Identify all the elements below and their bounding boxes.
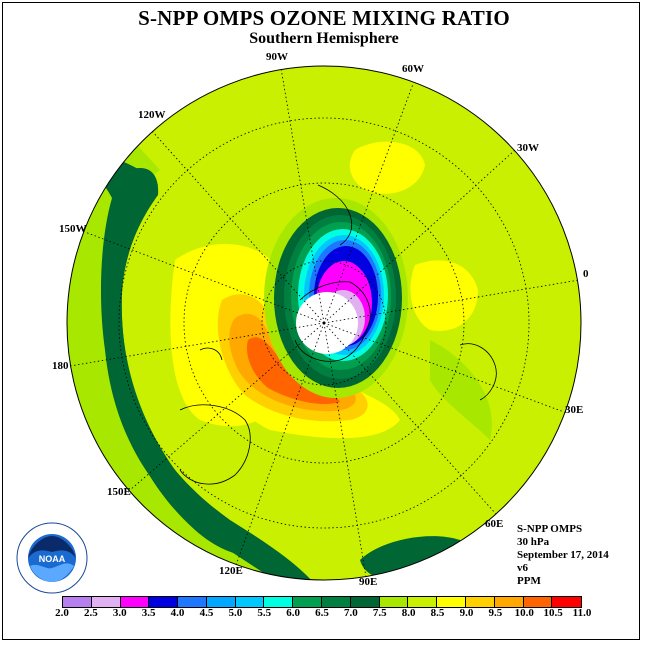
coast-africa [459,343,497,401]
lon-label-60e: 60E [485,518,504,530]
lon-label-30w: 30W [517,142,539,154]
coast-new-zealand [199,347,223,361]
colorbar-tick-label: 4.0 [170,607,185,619]
noaa-logo: NOAA [16,522,88,594]
lon-label-150w: 150W [59,223,87,235]
polar-data-gap [296,292,358,354]
colorbar [62,596,582,608]
colorbar-tick-label: 7.5 [372,607,387,619]
info-units: PPM [517,575,541,587]
meridian-120w [151,130,325,324]
colorbar-swatch [264,597,294,607]
meridian-120e [235,322,325,566]
colorbar-swatch [293,597,323,607]
meridian-0 [323,279,580,324]
lon-label-150e: 150E [107,486,131,498]
info-level: 30 hPa [517,536,550,548]
ozone-field [67,66,581,580]
meridian-30e [323,322,565,413]
colorbar-swatch [408,597,438,607]
colorbar-tick-label: 2.5 [84,607,98,619]
lat-circle-50 [183,182,465,464]
meridian-90w [280,67,325,324]
colorbar-tick-label: 7.0 [344,607,358,619]
colorbar-tick-label: 5.5 [257,607,272,619]
colorbar-swatch [235,597,265,607]
colorbar-swatch [120,597,150,607]
colorbar-swatch [379,597,409,607]
field-yellow-north [349,141,425,194]
colorbar-swatch [178,597,207,607]
lon-label-90e: 90E [359,576,378,588]
colorbar-tick-label: 3.5 [141,607,156,619]
meridian-150w [84,231,325,324]
coastlines [179,184,497,485]
info-date: September 17, 2014 [517,549,609,561]
lon-label-30e: 30E [565,404,584,416]
colorbar-swatch [494,597,524,607]
colorbar-swatch [350,597,380,607]
colorbar-swatch [437,597,466,607]
field-green-east [430,340,492,440]
figure-frame [2,2,640,640]
lat-circle-30 [118,117,530,529]
meridian-90e [323,322,367,578]
lon-label-120e: 120E [219,565,243,577]
colorbar-swatch [149,597,179,607]
coast-antarctica [294,281,371,362]
colorbar-tick-label: 6.5 [315,607,329,619]
info-version: v6 [517,562,528,574]
graticule [69,67,580,578]
colorbar-swatch [465,597,495,607]
meridian-150e [129,322,325,491]
colorbar-tick-label: 10.0 [514,607,534,619]
map-border [66,65,582,581]
colorbar-tick-label: 3.0 [112,607,127,619]
colorbar-swatch [523,597,553,607]
field-yellow-east [410,260,478,331]
meridian-60e [323,322,497,515]
map-subtitle: Southern Hemisphere [249,30,399,47]
colorbar-ticks: 2.0 2.5 3.0 3.5 4.0 4.5 5.0 5.5 6.0 6.5 7.0 7.5 8.0 8… [55,607,591,623]
noaa-logo-text: NOAA [39,554,66,564]
meridian-30w [323,149,516,324]
lat-circle-70 [261,260,387,386]
colorbar-tick-label: 4.5 [199,607,214,619]
colorbar-tick-label: 9.5 [488,607,503,619]
colorbar-tick-label: 8.5 [430,607,445,619]
meridian-180 [69,322,325,367]
colorbar-tick-label: 5.0 [228,607,243,619]
colorbar-swatch [91,597,121,607]
colorbar-tick-label: 6.0 [286,607,300,619]
colorbar-swatch [206,597,236,607]
colorbar-tick-label: 2.0 [55,607,69,619]
colorbar-tick-label: 10.5 [543,607,563,619]
colorbar-tick-label: 11.0 [572,607,592,619]
colorbar-tick-label: 8.0 [401,607,416,619]
colorbar-swatch [63,597,92,607]
lon-label-90w: 90W [266,51,288,63]
field-dark-green-arc [107,167,270,557]
colorbar-tick-label: 9.0 [459,607,474,619]
info-block: S-NPP OMPS 30 hPa September 17, 2014 v6 … [517,523,609,588]
meridian-60w [323,83,414,324]
colorbar-swatch [552,597,582,607]
info-instrument: S-NPP OMPS [517,523,583,535]
lon-label-0: 0 [583,268,589,280]
map-title: S-NPP OMPS OZONE MIXING RATIO [138,6,510,30]
lon-label-60w: 60W [402,63,424,75]
colorbar-swatch [322,597,351,607]
coast-south-america [317,184,353,246]
lon-label-120w: 120W [138,109,166,121]
lon-label-180: 180 [52,360,69,372]
coast-australia [179,404,251,485]
south-pole-marker [322,321,326,325]
